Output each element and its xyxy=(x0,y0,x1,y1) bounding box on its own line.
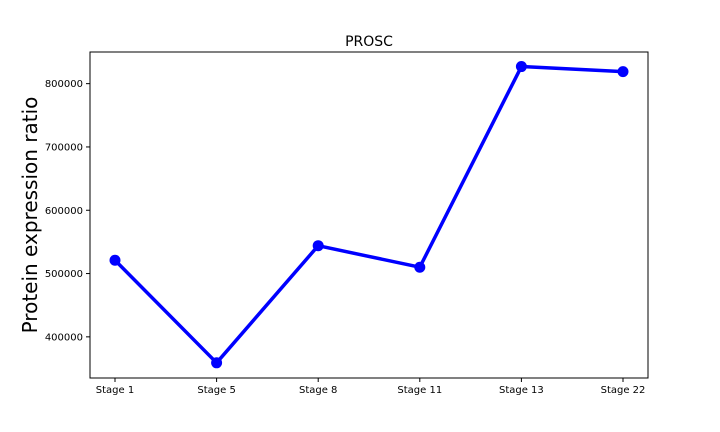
y-axis: 400000 500000 600000 700000 800000 xyxy=(45,79,90,343)
data-point xyxy=(617,66,629,78)
data-point xyxy=(515,61,527,73)
series-line xyxy=(113,64,625,365)
plot-area xyxy=(89,51,649,379)
series-layer xyxy=(109,61,629,369)
data-point xyxy=(312,240,324,252)
data-point xyxy=(109,254,121,266)
y-tick-label: 500000 xyxy=(45,269,83,280)
x-tick-label: Stage 11 xyxy=(397,385,442,396)
x-tick-label: Stage 22 xyxy=(601,385,646,396)
data-point xyxy=(414,261,426,273)
x-tick-label: Stage 13 xyxy=(499,385,544,396)
y-tick-label: 400000 xyxy=(45,332,83,343)
y-tick-label: 800000 xyxy=(45,79,83,90)
x-tick-label: Stage 8 xyxy=(299,385,337,396)
y-tick-label: 700000 xyxy=(45,142,83,153)
x-tick-label: Stage 1 xyxy=(96,385,134,396)
x-axis: Stage 1 Stage 5 Stage 8 Stage 11 Stage 13 Sta… xyxy=(96,378,646,396)
data-point xyxy=(211,357,223,369)
y-axis-label: Protein expression ratio xyxy=(18,97,42,334)
x-tick-label: Stage 5 xyxy=(197,385,235,396)
y-tick-label: 600000 xyxy=(45,206,83,217)
chart-title: PROSC xyxy=(345,34,393,50)
